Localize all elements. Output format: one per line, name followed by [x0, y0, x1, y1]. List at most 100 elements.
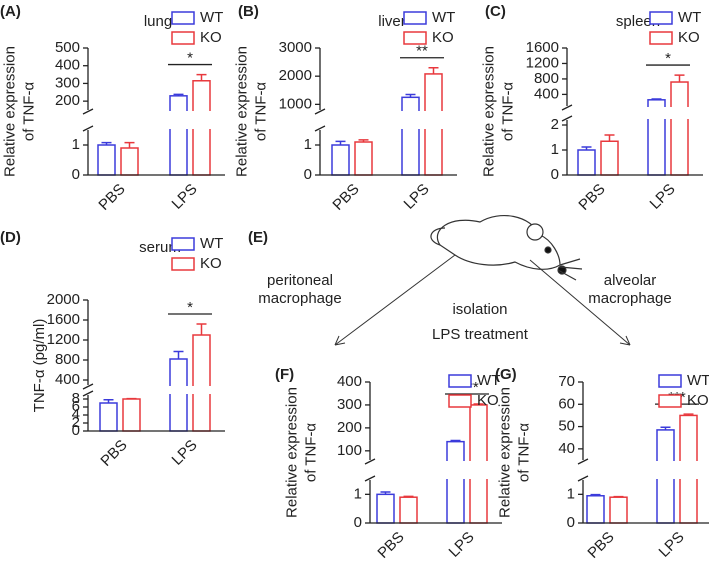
legend-label: KO [200, 29, 222, 46]
y-tick-label: 1000 [279, 95, 312, 112]
bar [447, 442, 464, 523]
x-tick-label: PBS [95, 181, 128, 214]
legend-swatch [659, 375, 681, 387]
x-tick-label: LPS [169, 181, 201, 213]
bar [170, 96, 187, 175]
x-tick-label: LPS [647, 181, 679, 213]
bar [332, 145, 349, 175]
bar [355, 142, 372, 175]
bar [578, 150, 595, 175]
legend-swatch [404, 32, 426, 44]
y-axis-label: of TNF-α [302, 423, 319, 483]
axis-break [561, 107, 703, 119]
chart-title: lung [144, 13, 172, 30]
legend-swatch [650, 32, 672, 44]
bar [400, 497, 417, 523]
y-tick-label: 400 [55, 371, 80, 388]
diagram-label: macrophage [258, 290, 341, 307]
x-tick-label: LPS [446, 529, 478, 561]
y-tick-label: 200 [55, 92, 80, 109]
bar [123, 399, 140, 431]
x-tick-label: PBS [97, 437, 130, 470]
y-axis-label: of TNF-α [499, 82, 516, 142]
error-bar [404, 496, 414, 497]
y-tick-label: 1200 [47, 331, 80, 348]
bar [402, 97, 419, 175]
legend-label: KO [200, 255, 222, 272]
axis-break [314, 111, 457, 129]
y-axis-label: Relative expression [496, 387, 513, 518]
diagram-label: peritoneal [267, 272, 333, 289]
y-tick-label: 400 [534, 85, 559, 102]
bar [100, 403, 117, 431]
y-axis-label: Relative expression [480, 46, 497, 177]
y-tick-label: 800 [55, 351, 80, 368]
y-tick-label: 300 [55, 74, 80, 91]
y-tick-label: 300 [337, 396, 362, 413]
legend-label: KO [687, 392, 709, 409]
y-tick-label: 800 [534, 70, 559, 87]
y-tick-label: 1 [354, 485, 362, 502]
significance-label: ** [416, 43, 428, 60]
bar [121, 148, 138, 175]
x-tick-label: LPS [169, 437, 201, 469]
panel-label: (D) [0, 229, 21, 246]
chart-title: liver [378, 13, 406, 30]
y-tick-label: 1 [72, 136, 80, 153]
significance-label: * [665, 50, 671, 67]
bar [193, 335, 210, 431]
y-tick-label: 0 [304, 166, 312, 183]
error-bar [174, 352, 184, 360]
y-tick-label: 100 [337, 442, 362, 459]
error-bar [429, 68, 439, 74]
significance-label: * [187, 299, 193, 316]
significance-label: * [187, 50, 193, 67]
y-tick-label: 2 [551, 116, 559, 133]
y-tick-label: 1600 [526, 39, 559, 56]
panel-label: (B) [238, 3, 259, 20]
y-tick-label: 1 [304, 136, 312, 153]
legend-label: WT [200, 9, 223, 26]
x-tick-label: LPS [401, 181, 433, 213]
y-tick-label: 0 [551, 166, 559, 183]
y-tick-label: 1600 [47, 311, 80, 328]
legend-label: KO [432, 29, 454, 46]
bar [98, 145, 115, 175]
legend-swatch [172, 238, 194, 250]
bar [170, 359, 187, 431]
y-tick-label: 60 [558, 395, 575, 412]
error-bar [197, 324, 207, 335]
axis-break [577, 461, 709, 479]
error-bar [652, 99, 662, 100]
y-axis-label: of TNF-α [252, 82, 269, 142]
y-tick-label: 1200 [526, 54, 559, 71]
error-bar [614, 497, 624, 498]
legend-label: WT [200, 235, 223, 252]
legend-label: WT [687, 372, 709, 389]
error-bar [605, 135, 615, 141]
x-tick-label: PBS [374, 529, 407, 562]
y-axis-label: Relative expression [233, 46, 250, 177]
axis-break [82, 386, 225, 394]
x-tick-label: PBS [584, 529, 617, 562]
bar [610, 497, 627, 523]
y-tick-label: 400 [55, 57, 80, 74]
y-tick-label: 70 [558, 373, 575, 390]
y-tick-label: 0 [567, 514, 575, 531]
panel-label: (C) [485, 3, 506, 20]
legend-swatch [449, 395, 471, 407]
legend-label: KO [678, 29, 700, 46]
y-tick-label: 1 [567, 485, 575, 502]
y-axis-label: Relative expression [1, 46, 18, 177]
x-tick-label: LPS [656, 529, 688, 561]
diagram-label: alveolar [604, 272, 657, 289]
diagram-label: LPS treatment [432, 326, 529, 343]
y-tick-label: 500 [55, 39, 80, 56]
error-bar [197, 75, 207, 81]
legend-swatch [172, 12, 194, 24]
legend-label: WT [678, 9, 701, 26]
panel-label: (E) [248, 229, 268, 246]
mouse-illustration [431, 216, 582, 280]
axis-break [82, 111, 225, 129]
